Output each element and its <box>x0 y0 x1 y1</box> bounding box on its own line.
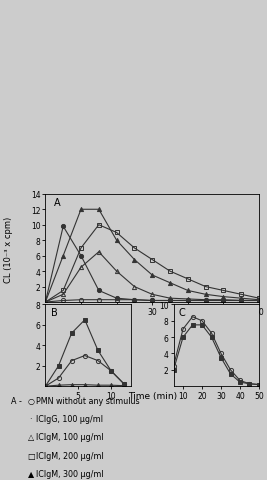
Text: Time (min): Time (min) <box>128 391 177 400</box>
Text: □: □ <box>27 451 34 460</box>
Text: ○: ○ <box>27 396 34 405</box>
Text: PMN without any stimulus: PMN without any stimulus <box>36 396 140 405</box>
Text: ICIgG, 100 μg/ml: ICIgG, 100 μg/ml <box>36 414 103 423</box>
Text: ICIgM, 300 μg/ml: ICIgM, 300 μg/ml <box>36 469 104 478</box>
Text: B: B <box>50 307 57 317</box>
Text: ·: · <box>29 414 32 423</box>
Text: ICIgM, 100 μg/ml: ICIgM, 100 μg/ml <box>36 432 104 442</box>
Text: △: △ <box>28 432 34 442</box>
Text: C: C <box>179 307 185 317</box>
Text: A -: A - <box>11 396 22 405</box>
Text: ▲: ▲ <box>28 469 34 478</box>
Text: A: A <box>54 198 61 208</box>
Text: ICIgM, 200 μg/ml: ICIgM, 200 μg/ml <box>36 451 104 460</box>
Text: CL (10⁻³ x cpm): CL (10⁻³ x cpm) <box>3 216 13 283</box>
